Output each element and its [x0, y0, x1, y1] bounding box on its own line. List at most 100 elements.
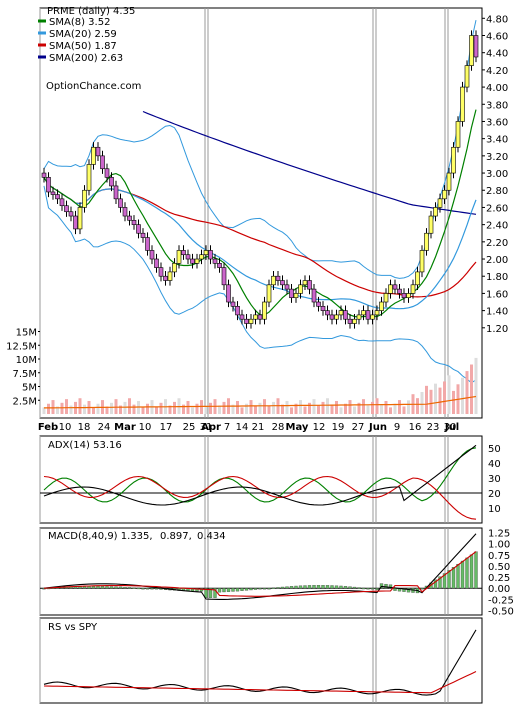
candle-body [64, 205, 69, 213]
volume-bar [236, 400, 239, 414]
volume-bar [249, 400, 253, 414]
volume-bar [290, 407, 293, 414]
volume-tick-label: 2.5M [12, 396, 37, 407]
candle-body [415, 271, 420, 286]
candle-body [397, 288, 402, 294]
macd-histogram-bar [433, 579, 438, 589]
macd-tick-label: -0.50 [488, 607, 514, 618]
volume-bar [416, 398, 419, 414]
volume-bar [272, 401, 275, 414]
volume-bar [443, 381, 446, 414]
candle-body [307, 280, 312, 290]
rs-line [43, 629, 477, 696]
watermark-text: OptionChance.com [46, 81, 141, 92]
volume-bar [465, 371, 469, 414]
macd-histogram-bar [289, 586, 294, 589]
candle-body [221, 267, 227, 286]
macd-histogram-bar [253, 588, 258, 590]
volume-bar [114, 399, 118, 414]
candle-body [347, 318, 353, 324]
candle-body [95, 146, 101, 157]
volume-bar [447, 375, 451, 414]
macd-histogram-bar [208, 588, 213, 598]
candle-body [154, 258, 159, 268]
x-axis-label: 30 [444, 422, 457, 433]
candle-body [50, 191, 56, 195]
volume-bar [285, 400, 289, 414]
volume-bar [398, 400, 401, 414]
candle-body [208, 250, 213, 260]
candle-body [244, 318, 249, 324]
candle-body [464, 65, 470, 88]
volume-bar [204, 406, 208, 414]
macd-histogram-bar [442, 573, 447, 589]
macd-histogram-bar [370, 588, 375, 590]
volume-bar [168, 405, 172, 414]
candle-body [325, 310, 330, 316]
rs-title: RS vs SPY [48, 622, 98, 633]
candle-body [203, 250, 209, 256]
adx-tick-label: 10 [488, 504, 501, 515]
macd-histogram-bar [285, 586, 289, 589]
macd-tick-label: -0.25 [488, 595, 514, 606]
macd-signal-value: 0.897, [160, 531, 192, 542]
volume-bar [254, 406, 257, 414]
macd-histogram-bar [460, 560, 465, 589]
candle-body [199, 254, 204, 260]
adx-tick-label: 20 [488, 489, 501, 500]
candle-body [100, 155, 105, 170]
macd-histogram-bar [451, 567, 456, 589]
candle-body [127, 215, 132, 221]
macd-histogram-bar [271, 587, 276, 589]
macd-histogram-bar [217, 588, 222, 593]
candle-body [46, 177, 51, 193]
plus-di-line [43, 447, 477, 503]
volume-bar [407, 400, 410, 414]
candle-body [55, 194, 60, 200]
macd-histogram-bar [438, 576, 442, 589]
price-tick-label: 2.00 [486, 255, 508, 266]
volume-bar [429, 389, 433, 414]
volume-bar [474, 357, 478, 414]
candle-body [266, 284, 272, 303]
candle-body [473, 35, 479, 58]
x-axis-label: 7 [224, 422, 230, 433]
volume-bar [191, 407, 194, 414]
macd-histogram-bar [195, 588, 199, 592]
x-axis-label: 23 [427, 422, 440, 433]
volume-bar [119, 405, 122, 414]
volume-bar [231, 404, 235, 414]
candle-body [280, 280, 285, 286]
macd-histogram-bar [136, 587, 141, 590]
volume-bar [470, 364, 473, 414]
candle-body [104, 168, 110, 178]
x-axis-label: 31 [200, 422, 213, 433]
volume-bar [425, 385, 428, 414]
macd-title: MACD(8,40,9) 1.335, [48, 531, 153, 542]
macd-histogram-bar [406, 588, 411, 593]
macd-tick-label: 1.25 [488, 528, 510, 539]
candle-body [451, 146, 456, 174]
candle-body [136, 224, 141, 234]
candle-body [82, 189, 87, 208]
candle-body [140, 232, 146, 238]
candle-body [226, 284, 231, 303]
price-tick-label: 4.00 [486, 83, 508, 94]
x-axis-label: Jul [444, 422, 459, 433]
candle-body [379, 301, 384, 311]
macd-histogram-bar [465, 557, 469, 589]
candle-body [212, 258, 218, 264]
volume-bar [308, 402, 311, 414]
macd-histogram-bar [249, 588, 253, 591]
volume-bar [132, 404, 136, 414]
candle-body [329, 314, 335, 320]
candle-body [419, 250, 425, 273]
volume-bar [110, 402, 113, 414]
main-chart-title: PRME (daily) 4.35 [47, 6, 135, 17]
candle-body [190, 258, 195, 264]
panel-frame-3 [39, 527, 483, 616]
volume-bar [299, 400, 302, 414]
macd-histogram-bar [348, 586, 352, 589]
volume-tick-label: 10M [16, 355, 37, 366]
